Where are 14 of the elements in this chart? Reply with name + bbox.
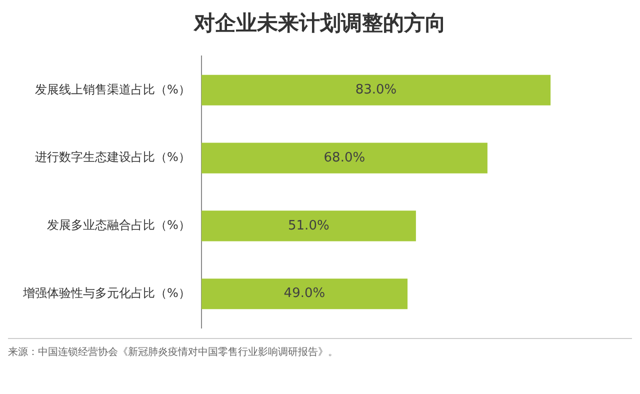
data-label: 83.0% bbox=[355, 82, 397, 98]
chart-title: 对企业未来计划调整的方向 bbox=[192, 10, 447, 37]
y-tick-label: 增强体验性与多元化占比（%） bbox=[22, 286, 190, 300]
y-tick-label: 进行数字生态建设占比（%） bbox=[34, 150, 190, 164]
data-label: 49.0% bbox=[284, 286, 326, 302]
y-tick-label: 发展多业态融合占比（%） bbox=[46, 218, 190, 232]
source-note: 来源：中国连锁经营协会《新冠肺炎疫情对中国零售行业影响调研报告》。 bbox=[8, 338, 632, 359]
bar bbox=[201, 74, 551, 106]
data-label: 51.0% bbox=[288, 218, 330, 234]
data-label: 68.0% bbox=[324, 150, 366, 166]
bar bbox=[201, 278, 408, 310]
y-tick-label: 发展线上销售渠道占比（%） bbox=[34, 82, 190, 96]
bar bbox=[201, 142, 488, 174]
bar bbox=[201, 210, 416, 242]
